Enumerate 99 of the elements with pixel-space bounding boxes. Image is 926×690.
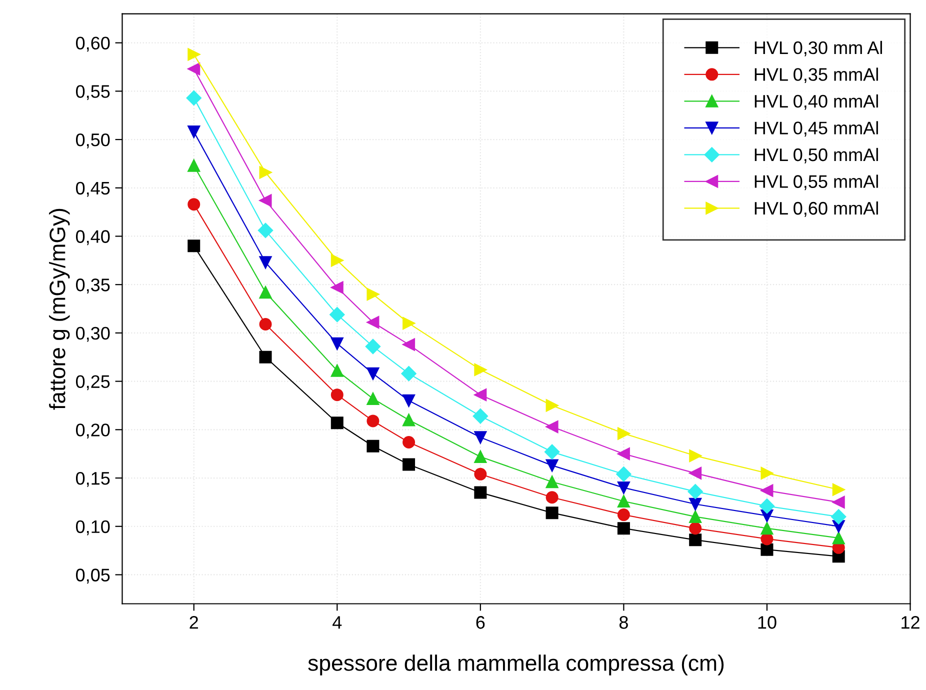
point	[472, 408, 488, 424]
y-tick-label: 0,20	[76, 424, 110, 439]
point	[689, 534, 702, 546]
legend-label: HVL 0,55 mmAl	[754, 174, 878, 190]
y-tick-label: 0,45	[76, 182, 110, 197]
point	[330, 364, 344, 377]
point	[688, 484, 703, 500]
point	[474, 363, 487, 376]
x-tick-label: 2	[190, 616, 198, 629]
point	[259, 256, 272, 269]
point	[330, 416, 344, 430]
point	[330, 337, 344, 350]
point	[759, 498, 775, 514]
legend-label: HVL 0,50 mmAl	[754, 148, 878, 164]
point	[259, 318, 272, 330]
point	[616, 466, 632, 482]
point	[330, 254, 344, 267]
point	[402, 414, 416, 426]
x-tick-label: 4	[332, 616, 342, 629]
x-tick-label: 6	[476, 616, 485, 629]
point	[546, 399, 558, 412]
point	[259, 286, 272, 299]
point	[760, 543, 774, 556]
point	[259, 194, 272, 207]
point	[366, 316, 380, 329]
point	[617, 494, 630, 508]
point	[544, 444, 560, 460]
point	[760, 522, 774, 535]
point	[831, 509, 846, 524]
x-tick-label: 12	[902, 616, 920, 629]
point	[474, 486, 487, 499]
legend-label: HVL 0,45 mmAl	[754, 121, 878, 137]
legend-label: HVL 0,40 mmAl	[754, 94, 878, 110]
point	[402, 394, 416, 407]
point	[402, 458, 416, 471]
point	[689, 466, 702, 480]
point	[330, 388, 344, 402]
point	[546, 420, 558, 434]
y-tick-label: 0,25	[76, 375, 110, 390]
y-tick-label: 0,30	[76, 326, 110, 342]
point	[402, 317, 416, 330]
point	[546, 476, 558, 488]
point	[689, 522, 702, 535]
point	[832, 532, 845, 544]
point	[617, 508, 630, 522]
legend-label: HVL 0,35 mmAl	[754, 68, 878, 84]
y-tick-label: 0,60	[76, 36, 110, 52]
x-tick-label: 8	[619, 616, 628, 629]
point	[689, 498, 702, 510]
y-tick-label: 0,10	[76, 520, 110, 536]
y-tick-label: 0,50	[76, 133, 110, 148]
point	[188, 126, 200, 138]
point	[188, 62, 200, 76]
point	[366, 414, 380, 428]
point	[760, 466, 774, 480]
point	[832, 496, 845, 508]
point	[402, 338, 416, 351]
point	[546, 506, 558, 520]
y-tick-label: 0,35	[76, 278, 110, 294]
y-tick-label: 0,15	[76, 472, 110, 487]
y-axis-title: fattore g (mGy/mGy)	[49, 208, 70, 410]
legend-label: HVL 0,30 mm Al	[754, 40, 882, 56]
x-tick-label: 10	[758, 616, 776, 629]
point	[330, 307, 345, 322]
point	[188, 240, 200, 252]
y-tick-label: 0,55	[76, 85, 110, 100]
point	[259, 350, 272, 364]
point	[366, 367, 380, 380]
point	[617, 427, 630, 440]
point	[760, 484, 774, 497]
point	[474, 450, 487, 463]
point	[617, 481, 630, 494]
point	[689, 510, 702, 523]
point	[188, 198, 200, 211]
y-tick-label: 0,05	[76, 568, 110, 584]
point	[258, 222, 274, 238]
point	[474, 388, 487, 402]
x-axis-title: spessore della mammella compressa (cm)	[308, 654, 724, 676]
point	[188, 48, 200, 61]
point	[365, 338, 381, 354]
point	[617, 448, 630, 460]
point	[617, 522, 630, 535]
legend-label: HVL 0,60 mmAl	[754, 201, 878, 217]
point	[474, 431, 487, 444]
point	[366, 288, 380, 301]
point	[474, 468, 487, 480]
point	[186, 90, 202, 106]
point	[546, 459, 558, 472]
y-tick-label: 0,40	[76, 230, 110, 246]
point	[366, 440, 380, 452]
point	[366, 392, 380, 405]
point	[188, 159, 200, 172]
point	[402, 436, 416, 448]
point	[689, 450, 702, 462]
point	[259, 166, 272, 179]
point	[546, 491, 558, 504]
point	[832, 483, 845, 496]
point	[401, 366, 416, 382]
point	[330, 281, 344, 294]
